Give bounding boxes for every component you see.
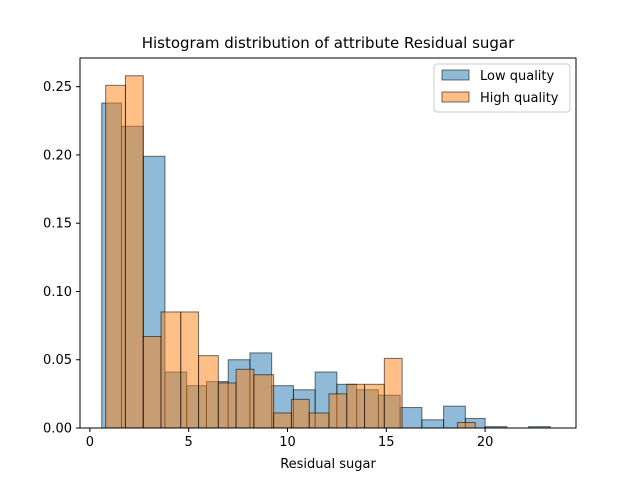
bar-series-1-bin-7 — [235, 368, 255, 429]
bar-series-0-bin-14 — [399, 407, 423, 429]
x-axis-label: Residual sugar — [280, 457, 376, 472]
chart-title: Histogram distribution of attribute Resi… — [142, 34, 515, 52]
bar-series-1-bin-3 — [160, 311, 182, 429]
plot-area-frame — [79, 57, 577, 429]
bar-series-1-bin-0 — [105, 84, 126, 429]
legend-label: Low quality — [480, 69, 555, 84]
y-tick-label: 0.10 — [43, 285, 72, 300]
x-tick-label: 5 — [185, 435, 193, 450]
bar-series-1-bin-6 — [217, 382, 237, 429]
bar-series-1-bin-4 — [180, 311, 200, 429]
x-tick-label: 15 — [378, 435, 395, 450]
bar-series-1-bin-10 — [290, 398, 310, 429]
bar-series-1-bin-11 — [308, 412, 330, 429]
bar-series-1-bin-14 — [364, 383, 385, 429]
bar-series-1-bin-13 — [346, 383, 366, 429]
x-tick-label: 20 — [477, 435, 494, 450]
bar-series-1-bin-8 — [253, 374, 275, 429]
legend-swatch — [441, 91, 470, 103]
bar-series-1-bin-5 — [198, 355, 219, 429]
bar-series-1-bin-19 — [456, 422, 476, 429]
legend-swatch — [441, 69, 470, 81]
bar-series-1-bin-1 — [124, 75, 144, 429]
y-tick-label: 0.05 — [43, 353, 72, 368]
x-tick-label: 10 — [279, 435, 296, 450]
y-tick-label: 0.15 — [43, 217, 72, 232]
bar-series-1-bin-2 — [142, 336, 162, 429]
legend-label: High quality — [480, 91, 559, 106]
y-tick-label: 0.25 — [43, 80, 72, 95]
bars-layer — [101, 75, 551, 429]
bar-series-0-bin-15 — [421, 419, 445, 429]
bar-series-1-bin-12 — [328, 393, 348, 429]
bar-series-1-bin-15 — [383, 357, 403, 429]
x-tick-label: 0 — [86, 435, 94, 450]
y-tick-label: 0.00 — [43, 422, 72, 437]
y-axis-ticks: 0.00 0.05 0.10 0.15 0.20 0.25 — [43, 80, 80, 437]
bar-series-1-bin-9 — [273, 412, 292, 429]
legend: Low quality High quality — [433, 63, 571, 113]
x-axis-ticks: 0 5 10 15 20 — [86, 428, 494, 450]
y-tick-label: 0.20 — [43, 148, 72, 163]
